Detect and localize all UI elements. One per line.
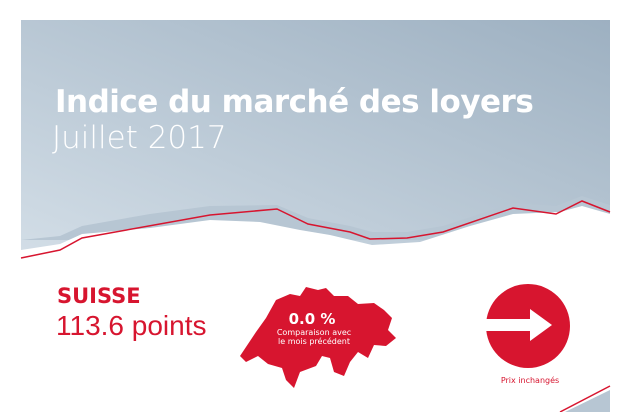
arrow-right-icon bbox=[486, 309, 552, 341]
trend-badge bbox=[486, 284, 570, 368]
page-title: Indice du marché des loyers bbox=[55, 84, 534, 120]
change-caption-line1: Comparaison avec bbox=[276, 328, 352, 337]
switzerland-map bbox=[240, 287, 396, 388]
change-caption-line2: le mois précédent bbox=[278, 337, 350, 346]
period-subtitle: Juillet 2017 bbox=[52, 120, 227, 156]
bottom-slope bbox=[565, 390, 610, 412]
change-caption: Comparaison avec le mois précédent bbox=[266, 328, 362, 346]
index-value: 113.6 points bbox=[56, 310, 207, 341]
change-percent: 0.0 % bbox=[288, 310, 336, 328]
bottom-trend-line bbox=[559, 385, 611, 412]
trend-label: Prix inchangés bbox=[500, 376, 560, 385]
index-trend-line bbox=[20, 200, 611, 259]
region-label: SUISSE bbox=[57, 284, 141, 308]
